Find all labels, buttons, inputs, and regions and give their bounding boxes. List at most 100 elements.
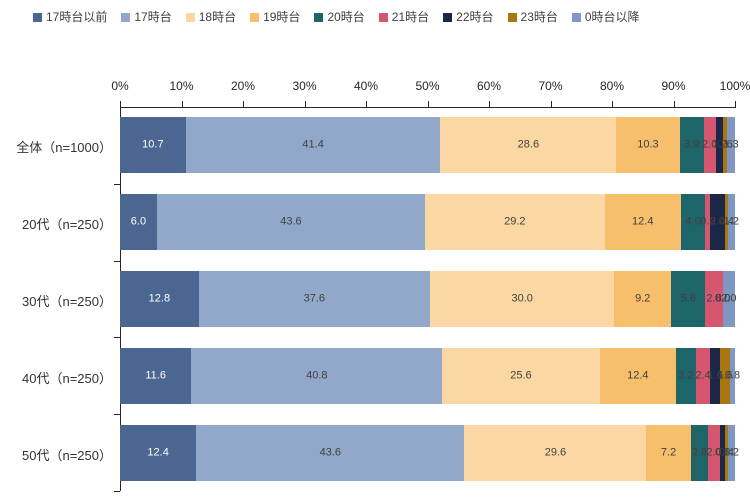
bar-value-label: 9.2	[635, 292, 651, 305]
bar-value-label: 1.2	[723, 215, 739, 228]
bar-segment	[725, 194, 728, 251]
category-label: 30代（n=250）	[22, 294, 112, 309]
bar-segment	[727, 424, 735, 481]
y-axis-tick-mark	[114, 260, 120, 262]
bar-segment	[710, 194, 726, 251]
bar-value-label: 1.6	[707, 369, 723, 382]
bar-segment	[120, 424, 197, 481]
bar-segment	[690, 424, 708, 481]
legend-item: 0時台以降	[571, 8, 640, 26]
bar-segment	[707, 424, 721, 481]
bar-row	[120, 271, 735, 327]
bar-value-label: 5.6	[680, 292, 696, 305]
bar-value-label: 2.0	[702, 138, 718, 151]
bar-value-label: 2.0	[706, 446, 722, 459]
legend-item-label: 22時台	[456, 10, 494, 24]
bar-value-label: 0.0	[715, 292, 731, 305]
legend-item: 17時台以前	[33, 8, 107, 26]
bar-value-label: 0.4	[718, 446, 735, 459]
x-axis-tick-label: 90%	[661, 79, 686, 93]
x-axis-tick-label: 40%	[353, 79, 379, 93]
bar-value-label: 7.2	[660, 446, 677, 459]
y-axis-tick-mark	[114, 337, 120, 339]
legend-item: 22時台	[443, 8, 494, 26]
legend-item: 19時台	[250, 8, 300, 26]
bar-value-label: 2.4	[695, 369, 711, 382]
legend-color-swatch-icon	[314, 12, 324, 22]
bar-value-label: 2.8	[706, 292, 722, 305]
bar-segment	[198, 271, 430, 327]
bar-segment	[429, 271, 615, 327]
x-axis-tick-mark	[673, 101, 675, 107]
legend-color-swatch-icon	[443, 12, 453, 22]
bar-segment	[705, 271, 723, 327]
y-axis-tick-mark	[114, 491, 120, 492]
bar-segment	[722, 271, 735, 327]
bar-value-label: 1.6	[717, 369, 733, 382]
x-axis-tick-mark	[120, 101, 121, 107]
bar-segment	[703, 117, 716, 174]
bar-segment	[671, 271, 706, 327]
bar-value-label: 25.6	[510, 369, 532, 382]
bar-segment	[695, 347, 711, 404]
x-axis-tick-label: 60%	[476, 79, 502, 93]
bar-segment	[196, 424, 465, 481]
bar-value-label: 3.2	[678, 369, 694, 382]
bar-value-label: 43.6	[280, 215, 302, 228]
bar-value-label: 12.8	[148, 292, 171, 305]
legend-item-label: 0時台以降	[584, 10, 640, 24]
x-axis-tick-mark	[427, 101, 429, 107]
bar-value-label: 30.0	[511, 292, 533, 305]
bar-value-label: 43.6	[319, 446, 342, 459]
bar-value-label: 0.4	[718, 215, 735, 228]
bar-value-label: 2.4	[710, 215, 726, 228]
bar-segment	[442, 347, 600, 404]
bar-value-label: 40.8	[306, 369, 328, 382]
bar-value-label: 1.2	[723, 446, 739, 459]
bar-segment	[185, 117, 441, 174]
bar-value-label: 0.6	[717, 138, 733, 151]
x-axis-tick-mark	[735, 101, 736, 107]
bar-value-label: 0.0	[715, 292, 731, 305]
legend-color-swatch-icon	[121, 12, 131, 22]
bar-value-label: 12.4	[147, 446, 169, 459]
bar-value-label: 0.8	[700, 215, 716, 228]
bar-segment	[710, 347, 721, 404]
legend-item-label: 17時台	[134, 10, 172, 24]
bar-segment	[599, 347, 676, 404]
legend-color-swatch-icon	[33, 12, 42, 22]
bar-segment	[720, 424, 726, 481]
x-axis-tick-mark	[181, 101, 183, 107]
category-label: 40代（n=250）	[22, 370, 112, 386]
bar-segment	[679, 117, 704, 174]
y-axis-tick-mark	[114, 183, 120, 185]
x-axis-tick-mark	[550, 101, 552, 107]
bar-segment	[604, 194, 681, 251]
bar-value-label: 2.8	[691, 446, 707, 459]
x-axis-tick-label: 50%	[415, 79, 440, 93]
category-label: 20代（n=250）	[22, 217, 112, 233]
bar-row	[120, 117, 735, 174]
category-label: 全体（n=1000）	[16, 140, 112, 156]
chart-legend: 17時台以前 17時台 18時台 19時台 20時台 21時台 22時台 23時台 0時台以降	[33, 8, 640, 26]
legend-item-label: 18時台	[198, 10, 237, 24]
x-axis-tick-mark	[304, 101, 306, 107]
bar-value-label: 29.6	[544, 446, 567, 459]
bar-value-label: 12.4	[627, 369, 649, 382]
legend-color-swatch-icon	[378, 12, 388, 22]
bar-segment	[730, 347, 735, 404]
bar-value-label: 1.3	[723, 138, 739, 151]
bar-segment	[156, 194, 426, 251]
legend-color-swatch-icon	[185, 12, 195, 22]
bar-segment	[680, 194, 706, 251]
x-axis-tick-mark	[366, 101, 367, 107]
bar-segment	[727, 194, 735, 251]
x-axis-tick-mark	[243, 101, 244, 107]
bar-value-label: 11.6	[145, 369, 166, 382]
x-axis-tick-mark	[489, 101, 490, 107]
legend-color-swatch-icon	[507, 12, 517, 22]
bar-value-label: 1.2	[711, 138, 728, 151]
legend-item: 20時台	[314, 8, 365, 26]
x-axis-tick-label: 30%	[292, 79, 317, 93]
bar-value-label: 10.3	[637, 138, 659, 151]
